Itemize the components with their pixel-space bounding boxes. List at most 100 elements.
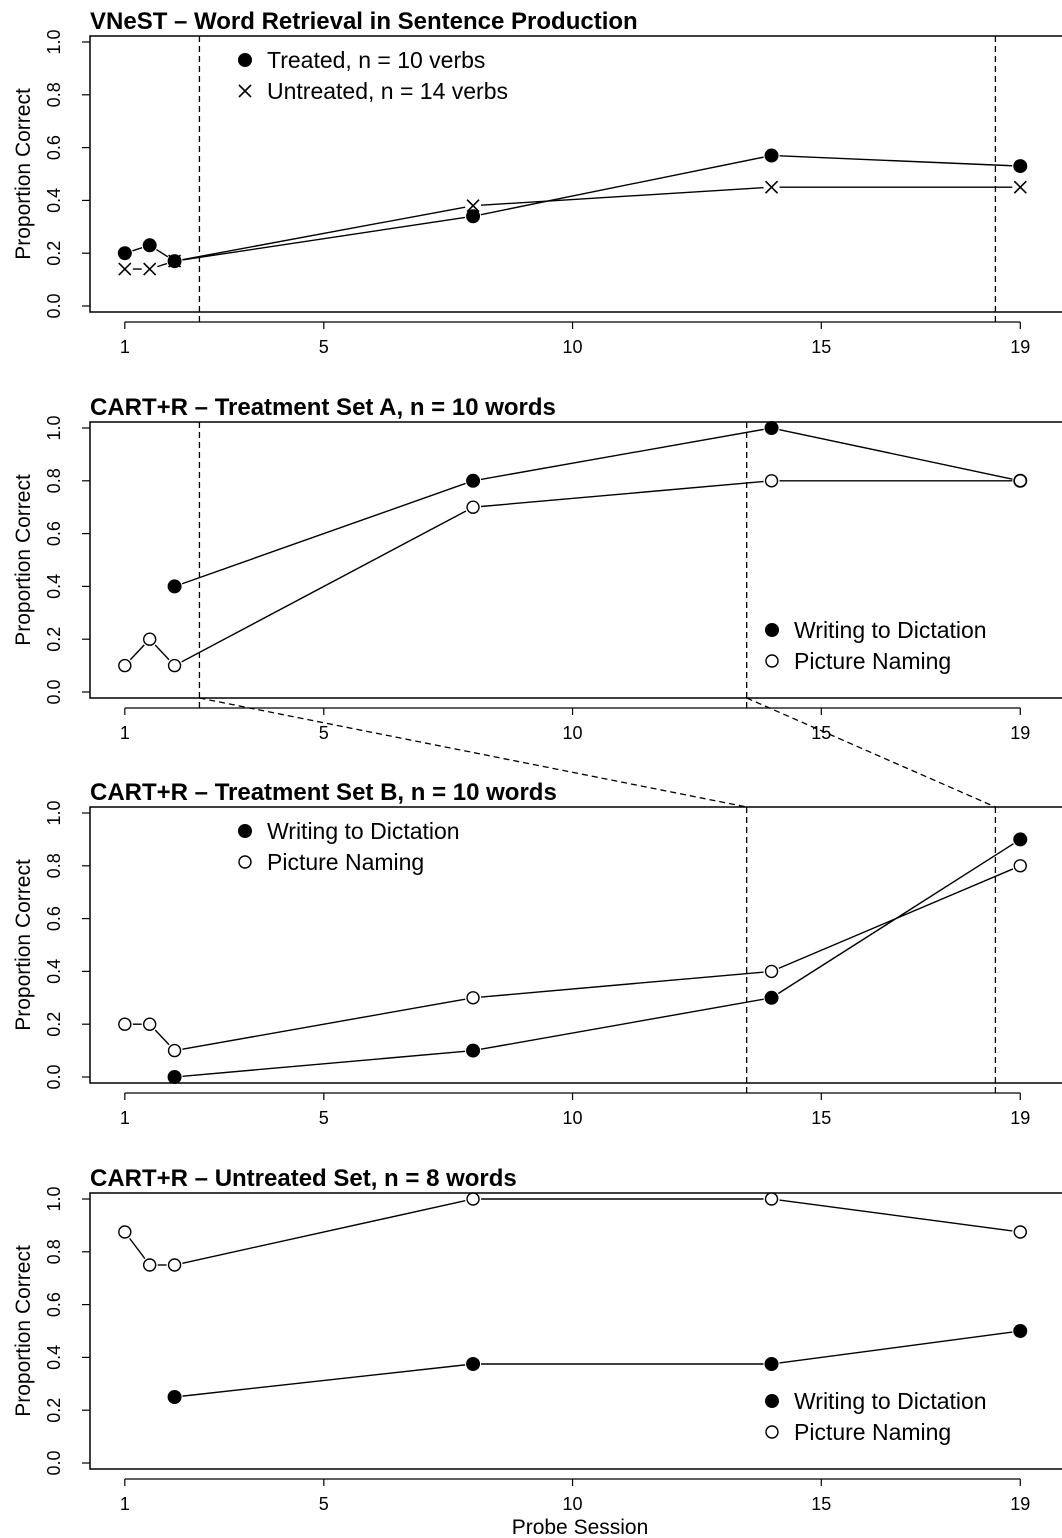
- series-line: [779, 428, 1013, 480]
- data-point: [167, 1258, 182, 1272]
- plot-frame: [89, 35, 1062, 313]
- y-tick-label: 0.4: [44, 959, 64, 984]
- y-tick-label: 0.6: [44, 1292, 64, 1317]
- legend-marker: [238, 53, 252, 67]
- x-tick-label: 15: [811, 1108, 831, 1128]
- data-point: [168, 254, 182, 268]
- data-point: [1013, 1225, 1027, 1239]
- data-point: [466, 1357, 481, 1371]
- x-tick-label: 1: [120, 1108, 130, 1128]
- data-point: [466, 1043, 481, 1058]
- data-point: [118, 1225, 132, 1239]
- data-point: [764, 1192, 779, 1206]
- x-tick-label: 15: [811, 723, 831, 743]
- plot-frame: [89, 421, 1062, 699]
- y-tick-label: 0.2: [44, 627, 64, 652]
- series-line: [779, 1331, 1013, 1364]
- legend-marker: [238, 855, 252, 869]
- x-tick-label: 15: [811, 337, 831, 357]
- panel-title: CART+R – Treatment Set A, n = 10 words: [90, 394, 556, 421]
- legend-label: Picture Naming: [794, 648, 951, 674]
- data-point: [118, 262, 132, 276]
- data-point: [1013, 180, 1027, 194]
- data-point: [466, 199, 480, 213]
- y-tick-label: 1.0: [44, 29, 64, 54]
- data-point: [466, 473, 481, 488]
- legend-label: Writing to Dictation: [267, 818, 460, 844]
- y-tick-label: 0.0: [44, 1064, 64, 1089]
- data-point: [764, 421, 779, 435]
- y-axis-label: Proportion Correct: [12, 1245, 35, 1417]
- legend-marker: [765, 1425, 779, 1439]
- y-tick-label: 0.6: [44, 521, 64, 546]
- x-tick-label: 10: [563, 723, 583, 743]
- y-tick-label: 0.6: [44, 135, 64, 160]
- plot-frame: [89, 806, 1062, 1084]
- phase-connector-line: [199, 697, 747, 808]
- data-point: [764, 1357, 779, 1371]
- x-tick-label: 5: [319, 1494, 329, 1514]
- data-point: [466, 209, 481, 224]
- data-point: [1013, 1324, 1028, 1338]
- data-point: [466, 500, 480, 514]
- series-line: [129, 1237, 146, 1260]
- series-line: [182, 206, 466, 261]
- panel-title: VNeST – Word Retrieval in Sentence Produ…: [90, 8, 638, 35]
- data-point: [167, 658, 182, 673]
- series-line: [157, 262, 168, 268]
- y-axis-label: Proportion Correct: [12, 474, 35, 646]
- y-tick-label: 0.2: [44, 1012, 64, 1037]
- data-point: [118, 658, 132, 673]
- data-point: [117, 246, 132, 261]
- y-tick-label: 1.0: [44, 800, 64, 825]
- data-point: [142, 632, 157, 646]
- data-point: [143, 262, 157, 276]
- panel-1: VNeST – Word Retrieval in Sentence Produ…: [12, 8, 1062, 357]
- series-line: [182, 216, 466, 261]
- data-point: [142, 1258, 157, 1272]
- y-axis-label: Proportion Correct: [12, 88, 35, 260]
- legend-marker: [765, 623, 779, 637]
- legend-label: Treated, n = 10 verbs: [267, 47, 485, 73]
- data-point: [764, 180, 779, 194]
- series-line: [182, 998, 466, 1050]
- data-point: [1013, 159, 1028, 174]
- series-line: [480, 428, 764, 481]
- x-tick-label: 19: [1010, 337, 1030, 357]
- legend-label: Picture Naming: [794, 1419, 951, 1445]
- legend-label: Writing to Dictation: [794, 1388, 987, 1414]
- data-point: [1013, 832, 1028, 847]
- data-point: [142, 1017, 157, 1031]
- panel-title: CART+R – Treatment Set B, n = 10 words: [90, 779, 557, 806]
- y-tick-label: 0.2: [44, 241, 64, 266]
- series-line: [181, 482, 466, 585]
- phase-connector-line: [746, 697, 996, 808]
- plot-frame: [89, 1192, 1062, 1470]
- y-tick-label: 1.0: [44, 415, 64, 440]
- series-line: [778, 868, 1014, 969]
- data-point: [764, 474, 779, 488]
- data-point: [167, 1043, 182, 1058]
- x-tick-label: 10: [563, 1108, 583, 1128]
- data-point: [764, 148, 779, 163]
- x-tick-label: 5: [319, 1108, 329, 1128]
- series-line: [480, 186, 764, 206]
- series-line: [154, 644, 170, 661]
- x-tick-label: 1: [120, 723, 130, 743]
- x-tick-label: 19: [1010, 1494, 1030, 1514]
- series-line: [181, 510, 467, 663]
- data-point: [118, 1017, 132, 1031]
- y-axis-label: Proportion Correct: [12, 859, 35, 1031]
- y-tick-label: 0.4: [44, 1345, 64, 1370]
- legend-marker: [238, 84, 252, 98]
- data-point: [466, 991, 480, 1005]
- data-point: [167, 1390, 182, 1404]
- x-tick-label: 1: [120, 337, 130, 357]
- y-tick-label: 1.0: [44, 1186, 64, 1211]
- y-tick-label: 0.8: [44, 1239, 64, 1264]
- x-tick-label: 1: [120, 1494, 130, 1514]
- data-point: [1013, 474, 1027, 488]
- y-tick-label: 0.8: [44, 468, 64, 493]
- series-line: [132, 247, 143, 252]
